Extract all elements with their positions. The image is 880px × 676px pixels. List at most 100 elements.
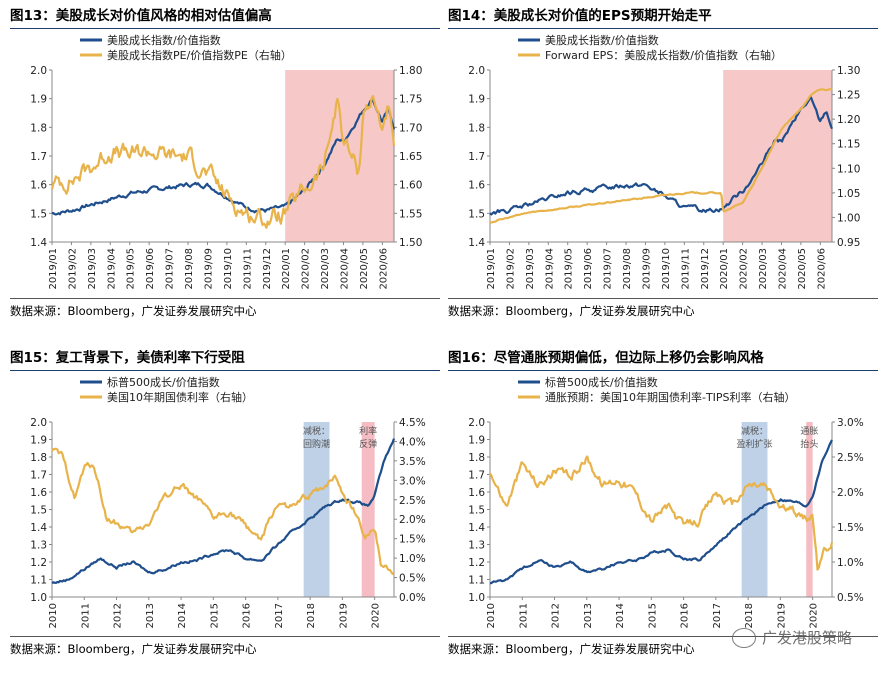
x-tick-label: 2019/01 bbox=[486, 248, 497, 290]
annotation-label: 回购潮 bbox=[303, 438, 330, 450]
y2-tick-label: 1.0% bbox=[837, 557, 864, 569]
legend-label: Forward EPS：美股成长指数/价值指数（右轴） bbox=[545, 48, 782, 62]
x-tick-label: 2012 bbox=[551, 603, 562, 628]
panel-fig15: 图15：复工背景下，美债利率下行受阻 减税： 回购潮 利率 反弹 1.0 1.1 1.2 1.… bbox=[10, 346, 440, 666]
y-tick-label: 1.3 bbox=[468, 540, 485, 552]
x-tick-label: 2020/05 bbox=[359, 248, 370, 290]
y2-tick-label: 0.5% bbox=[837, 592, 864, 604]
x-tick-label: 2012 bbox=[113, 603, 124, 628]
x-tick-label: 2019/09 bbox=[203, 248, 214, 290]
y-tick-label: 1.6 bbox=[30, 180, 47, 192]
x-tick-label: 2015 bbox=[647, 603, 658, 628]
y-tick-label: 1.0 bbox=[468, 592, 485, 604]
chart-title: 图13：美股成长对价值风格的相对估值偏高 bbox=[10, 4, 440, 29]
y-tick-label: 1.8 bbox=[30, 452, 47, 464]
legend-label: 美股成长指数/价值指数 bbox=[545, 33, 659, 47]
x-tick-label: 2020/03 bbox=[320, 248, 331, 290]
source-label: 数据来源： bbox=[10, 304, 68, 318]
source-text: Bloomberg，广发证券发展研究中心 bbox=[505, 642, 695, 656]
y2-tick-label: 0.95 bbox=[837, 237, 860, 249]
y-tick-label: 1.7 bbox=[468, 470, 485, 482]
x-tick-label: 2019/06 bbox=[583, 248, 594, 290]
shade-region bbox=[806, 422, 813, 597]
x-tick-label: 2019 bbox=[776, 603, 787, 628]
y2-tick-label: 1.00 bbox=[837, 212, 860, 224]
series-line bbox=[51, 447, 395, 576]
annotation-label: 盈利扩张 bbox=[737, 438, 773, 450]
y-tick-label: 1.7 bbox=[30, 151, 47, 163]
annotation-label: 减税： bbox=[741, 425, 768, 437]
y-tick-label: 1.8 bbox=[30, 122, 47, 134]
chart-title: 图15：复工背景下，美债利率下行受阻 bbox=[10, 346, 440, 371]
legend-label: 通胀预期：美国10年期国债利率-TIPS利率（右轴） bbox=[545, 390, 796, 404]
y-tick-label: 1.0 bbox=[30, 592, 47, 604]
y-tick-label: 2.0 bbox=[30, 65, 47, 77]
series-line bbox=[50, 94, 396, 229]
shade-region bbox=[285, 70, 394, 242]
x-tick-label: 2020/03 bbox=[758, 248, 769, 290]
x-tick-label: 2014 bbox=[177, 603, 188, 628]
x-tick-label: 2011 bbox=[80, 603, 91, 628]
x-tick-label: 2020/05 bbox=[797, 248, 808, 290]
x-tick-label: 2019/03 bbox=[525, 248, 536, 290]
y-tick-label: 1.7 bbox=[468, 151, 485, 163]
y-tick-label: 2.0 bbox=[468, 417, 485, 429]
y2-tick-label: 4.0% bbox=[399, 436, 426, 448]
y2-tick-label: 1.70 bbox=[399, 122, 422, 134]
y2-tick-label: 1.30 bbox=[837, 65, 860, 77]
wechat-icon bbox=[731, 627, 756, 648]
legend-label: 美国10年期国债利率（右轴） bbox=[107, 390, 253, 404]
y2-tick-label: 1.25 bbox=[837, 90, 860, 102]
x-tick-label: 2019/11 bbox=[680, 248, 691, 290]
chart-fig13: 1.4 1.5 1.6 1.7 1.8 1.9 2.0 1.50 1.55 1.60 1.65 1.7… bbox=[30, 33, 422, 290]
x-tick-label: 2020/06 bbox=[378, 248, 389, 290]
y-tick-label: 1.6 bbox=[30, 487, 47, 499]
legend-label: 美股成长指数PE/价值指数PE（右轴） bbox=[107, 48, 292, 62]
x-tick-label: 2014 bbox=[615, 603, 626, 628]
shade-region bbox=[723, 70, 832, 242]
y2-tick-label: 1.10 bbox=[837, 163, 860, 175]
y2-tick-label: 3.5% bbox=[399, 456, 426, 468]
y-tick-label: 2.0 bbox=[30, 417, 47, 429]
x-tick-label: 2019/07 bbox=[603, 248, 614, 290]
y2-tick-label: 1.80 bbox=[399, 65, 422, 77]
y2-tick-label: 0.5% bbox=[399, 573, 426, 585]
y2-tick-label: 4.5% bbox=[399, 417, 426, 429]
y2-tick-label: 1.65 bbox=[399, 151, 422, 163]
panel-fig14: 图14：美股成长对价值的EPS预期开始走平 1.4 1.5 1.6 1.7 1.8 1.9… bbox=[448, 4, 878, 324]
panel-fig13: 图13：美股成长对价值风格的相对估值偏高 1.4 1.5 1.6 1.7 1.8 1.9 2… bbox=[10, 4, 440, 324]
x-tick-label: 2016 bbox=[242, 603, 253, 628]
x-tick-label: 2010 bbox=[486, 603, 497, 628]
annotation-label: 利率 bbox=[359, 425, 377, 437]
chart-fig14: 1.4 1.5 1.6 1.7 1.8 1.9 2.0 0.95 1.00 1.05 1.10 1.1… bbox=[468, 33, 860, 290]
source-note: 数据来源：Bloomberg，广发证券发展研究中心 bbox=[448, 636, 878, 658]
annotation-label: 抬头 bbox=[800, 438, 818, 450]
x-tick-label: 2020/04 bbox=[339, 248, 350, 290]
y-tick-label: 2.0 bbox=[468, 65, 485, 77]
y-tick-label: 1.5 bbox=[30, 208, 47, 220]
y-tick-label: 1.8 bbox=[468, 452, 485, 464]
y-tick-label: 1.4 bbox=[468, 237, 485, 249]
series-line bbox=[51, 438, 396, 585]
series-line bbox=[489, 87, 833, 224]
legend-label: 美股成长指数/价值指数 bbox=[107, 33, 221, 47]
x-tick-label: 2019/04 bbox=[106, 248, 117, 290]
y-tick-label: 1.3 bbox=[30, 540, 47, 552]
y-tick-label: 1.9 bbox=[468, 94, 485, 106]
y-tick-label: 1.9 bbox=[30, 94, 47, 106]
legend-label: 标普500成长/价值指数 bbox=[107, 375, 220, 389]
x-tick-label: 2019/10 bbox=[223, 248, 234, 290]
chart-title: 图16：尽管通胀预期偏低，但边际上移仍会影响风格 bbox=[448, 346, 878, 371]
x-tick-label: 2019/03 bbox=[87, 248, 98, 290]
y2-tick-label: 1.15 bbox=[837, 139, 860, 151]
y2-tick-label: 2.5% bbox=[399, 495, 426, 507]
shade-region bbox=[361, 422, 375, 597]
x-tick-label: 2020/04 bbox=[777, 248, 788, 290]
x-tick-label: 2020 bbox=[809, 603, 820, 628]
x-tick-label: 2020 bbox=[371, 603, 382, 628]
x-tick-label: 2019/11 bbox=[242, 248, 253, 290]
x-tick-label: 2011 bbox=[518, 603, 529, 628]
y-tick-label: 1.2 bbox=[30, 557, 47, 569]
y-tick-label: 1.5 bbox=[30, 505, 47, 517]
